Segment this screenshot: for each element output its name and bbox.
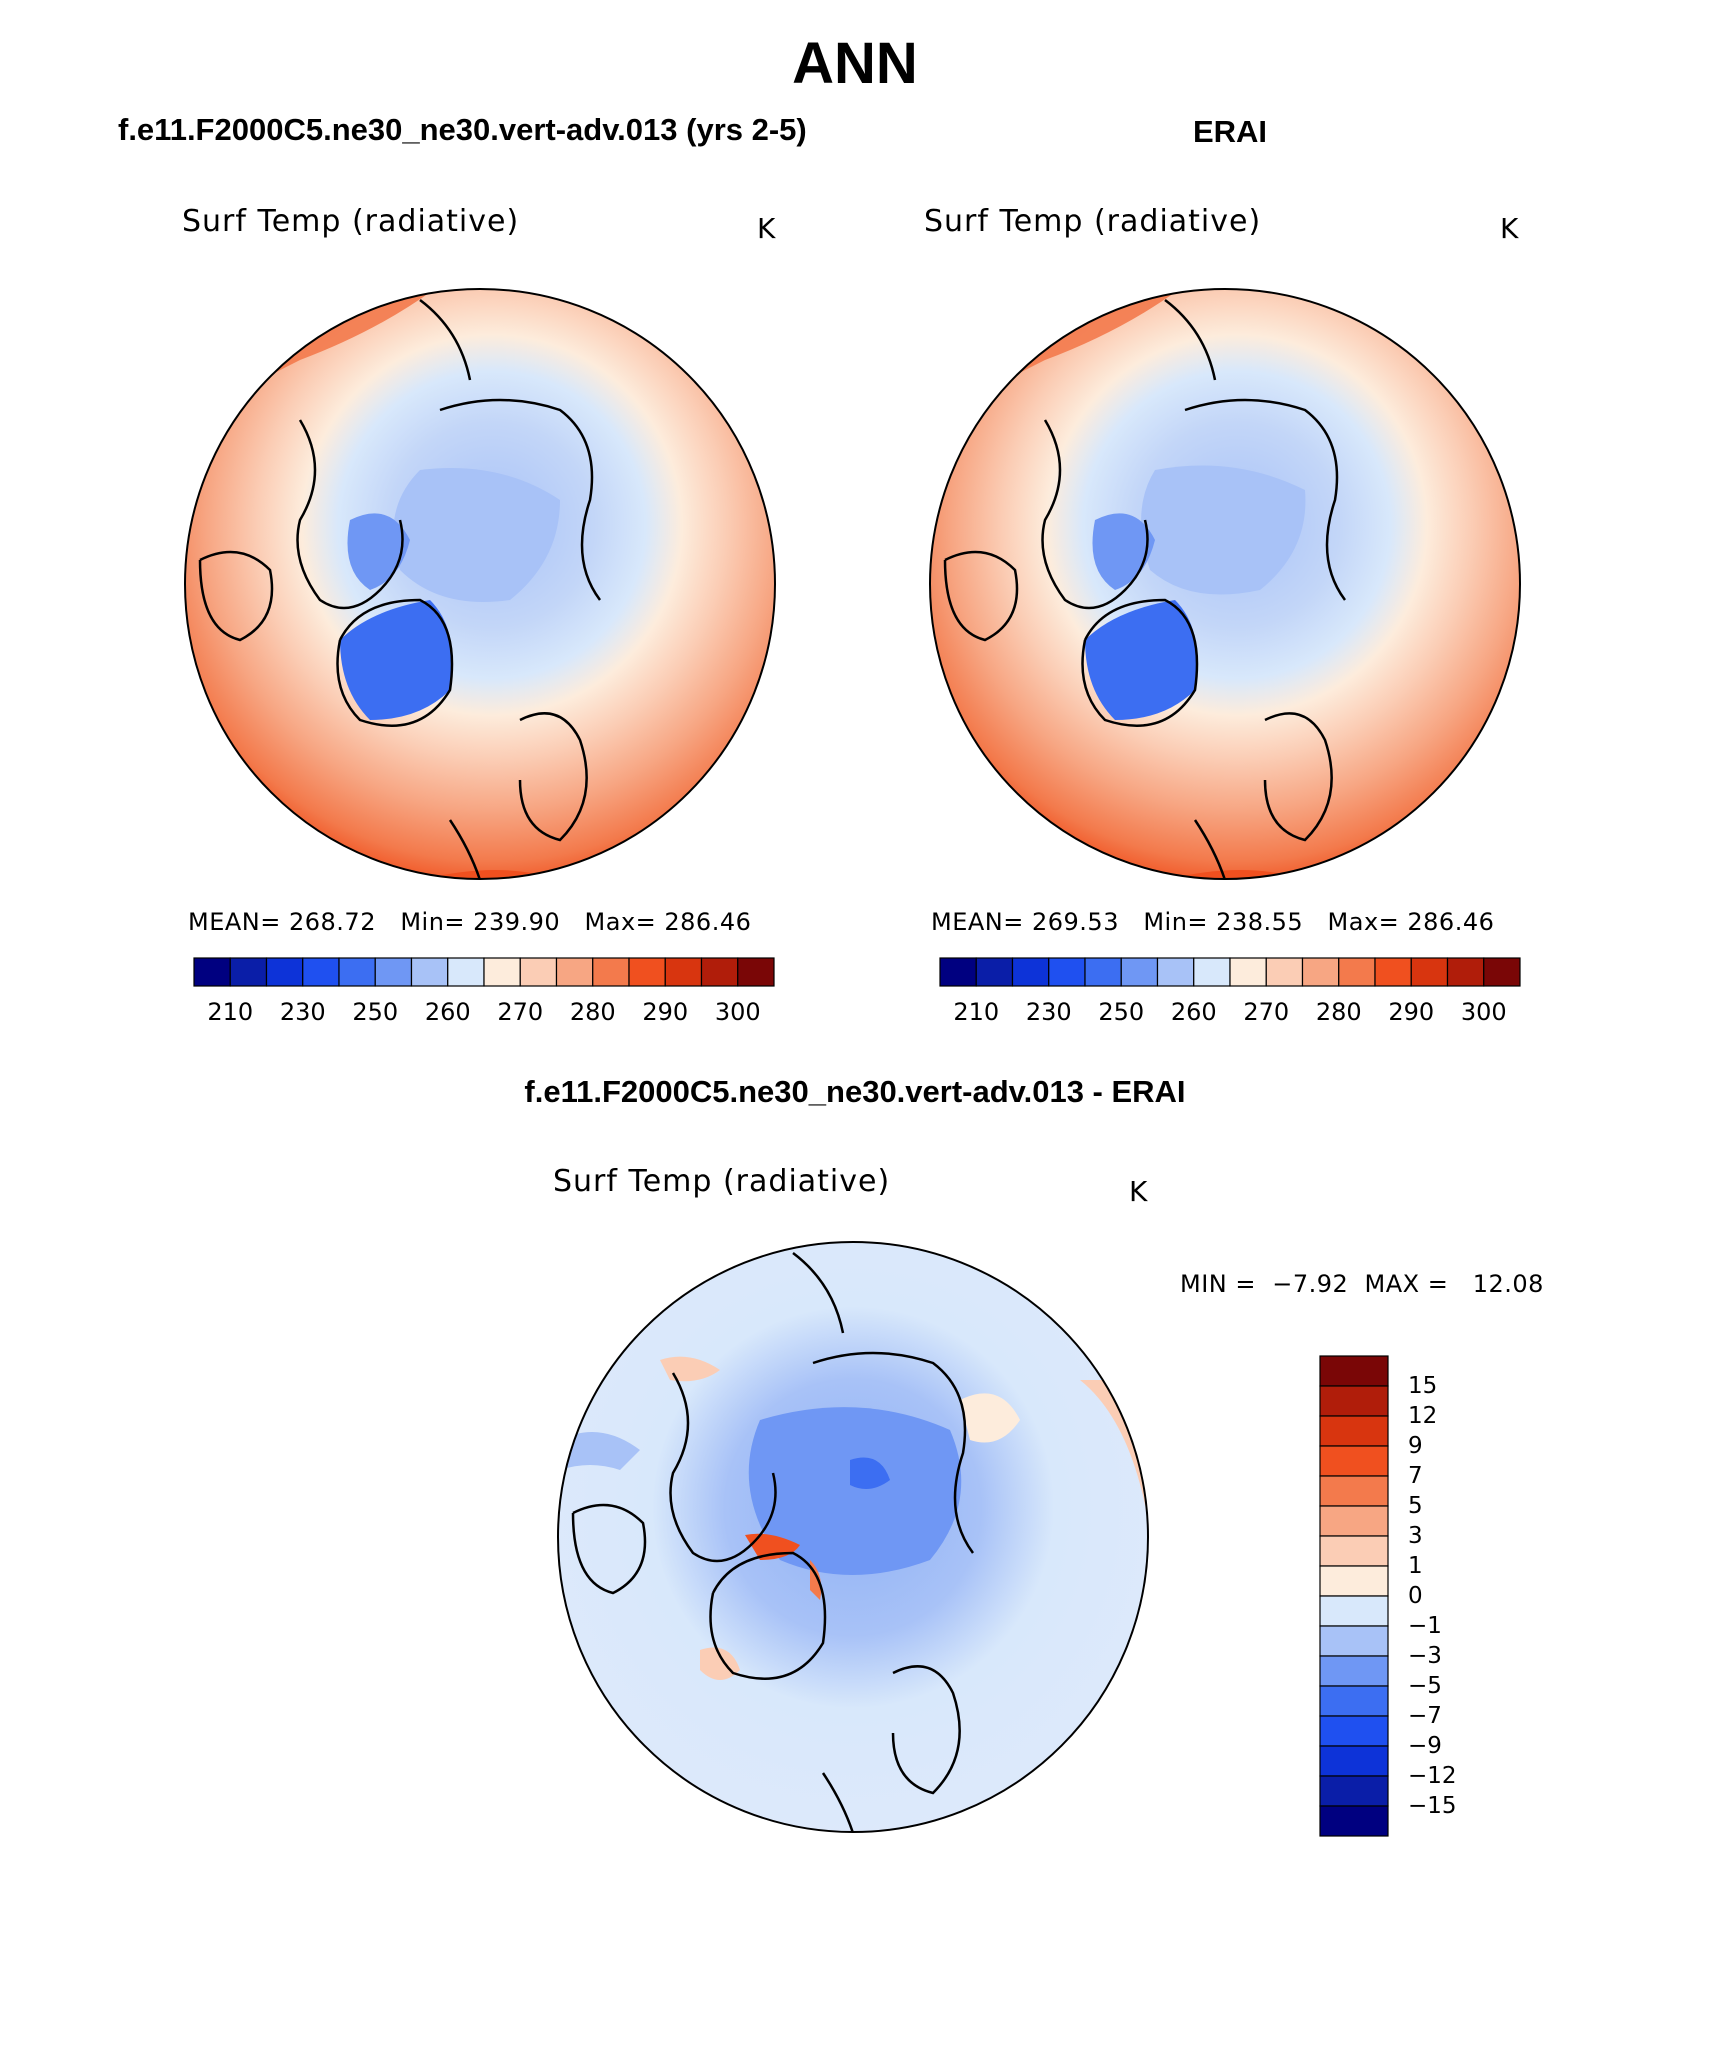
colorbar-difference-swatch: [1319, 1745, 1389, 1777]
colorbar-right-swatch: [1120, 957, 1159, 987]
map-model: [184, 288, 776, 880]
colorbar-difference-swatch: [1319, 1415, 1389, 1447]
colorbar-left-swatch: [519, 957, 558, 987]
colorbar-difference-swatch: [1319, 1535, 1389, 1567]
colorbar-difference-tick-label: 12: [1408, 1403, 1438, 1429]
colorbar-left-swatch: [410, 957, 449, 987]
colorbar-left-swatch: [302, 957, 340, 987]
variable-label-diff: Surf Temp (radiative): [553, 1164, 891, 1199]
colorbar-right-tick-label: 300: [1460, 998, 1507, 1026]
colorbar-difference-swatch: [1319, 1445, 1389, 1477]
colorbar-difference-swatch: [1319, 1805, 1389, 1837]
colorbar-left-swatch: [555, 957, 594, 987]
units-label-diff: K: [1129, 1175, 1148, 1208]
colorbar-right-swatch: [1301, 957, 1340, 987]
colorbar-right-swatch: [1011, 957, 1050, 987]
colorbar-difference-tick-label: 15: [1408, 1373, 1438, 1399]
variable-label-left: Surf Temp (radiative): [182, 204, 520, 239]
colorbar-difference: [1319, 1355, 1389, 1837]
colorbar-right-swatch: [1265, 957, 1304, 987]
colorbar-left-swatch: [374, 957, 413, 987]
colorbar-right-swatch: [1410, 957, 1449, 987]
colorbar-difference-swatch: [1319, 1505, 1389, 1537]
colorbar-difference-tick-label: −15: [1408, 1793, 1457, 1819]
colorbar-right-swatch: [939, 957, 977, 987]
colorbar-difference-tick-label: 0: [1408, 1583, 1423, 1609]
colorbar-left-tick-label: 300: [714, 998, 761, 1026]
colorbar-left-swatch: [447, 957, 485, 987]
colorbar-right-swatch: [1338, 957, 1376, 987]
colorbar-right-tick-label: 230: [1025, 998, 1072, 1026]
colorbar-right-tick-label: 250: [1098, 998, 1145, 1026]
colorbar-right-swatch: [1483, 957, 1521, 987]
colorbar-right-swatch: [1084, 957, 1122, 987]
colorbar-left-swatch: [628, 957, 666, 987]
colorbar-difference-swatch: [1319, 1475, 1389, 1507]
colorbar-difference-swatch: [1319, 1685, 1389, 1717]
colorbar-difference-tick-label: −3: [1408, 1643, 1442, 1669]
colorbar-left-swatch: [338, 957, 376, 987]
colorbar-right-swatch: [1446, 957, 1485, 987]
colorbar-left-swatch: [592, 957, 630, 987]
colorbar-right-swatch: [1156, 957, 1195, 987]
colorbar-right-swatch: [975, 957, 1014, 987]
colorbar-difference-tick-label: 7: [1408, 1463, 1423, 1489]
colorbar-left-swatch: [265, 957, 304, 987]
colorbar-left-tick-label: 210: [207, 998, 254, 1026]
colorbar-left-swatch: [664, 957, 703, 987]
colorbar-difference-tick-label: 3: [1408, 1523, 1423, 1549]
colorbar-right-swatch: [1048, 957, 1086, 987]
colorbar-difference-swatch: [1319, 1355, 1389, 1387]
colorbar-left-swatch: [229, 957, 268, 987]
colorbar-difference-tick-label: 5: [1408, 1493, 1423, 1519]
variable-label-right: Surf Temp (radiative): [924, 204, 1262, 239]
colorbar-right-tick-label: 280: [1315, 998, 1362, 1026]
colorbar-difference-tick-label: −9: [1408, 1733, 1442, 1759]
colorbar-left: [193, 957, 775, 987]
colorbar-difference-swatch: [1319, 1625, 1389, 1657]
stats-right: MEAN= 269.53 Min= 238.55 Max= 286.46: [931, 908, 1495, 936]
colorbar-difference-swatch: [1319, 1775, 1389, 1807]
colorbar-left-tick-label: 230: [279, 998, 326, 1026]
case-title-left: f.e11.F2000C5.ne30_ne30.vert-adv.013 (yr…: [118, 112, 807, 147]
colorbar-right-tick-label: 290: [1388, 998, 1435, 1026]
difference-title: f.e11.F2000C5.ne30_ne30.vert-adv.013 - E…: [524, 1074, 1186, 1109]
colorbar-left-tick-label: 280: [569, 998, 616, 1026]
colorbar-difference-tick-label: −12: [1408, 1763, 1457, 1789]
colorbar-right-tick-label: 210: [953, 998, 1000, 1026]
main-title: ANN: [792, 31, 918, 96]
colorbar-right-tick-label: 260: [1170, 998, 1217, 1026]
units-label-left: K: [757, 212, 776, 245]
colorbar-difference-tick-label: 1: [1408, 1553, 1423, 1579]
colorbar-difference-tick-label: −7: [1408, 1703, 1442, 1729]
colorbar-difference-swatch: [1319, 1595, 1389, 1627]
colorbar-difference-swatch: [1319, 1655, 1389, 1687]
colorbar-right-swatch: [1374, 957, 1412, 987]
colorbar-left-swatch: [193, 957, 231, 987]
minmax-diff: MIN = −7.92 MAX = 12.08: [1180, 1270, 1544, 1298]
colorbar-difference-tick-label: 9: [1408, 1433, 1423, 1459]
colorbar-right-swatch: [1193, 957, 1231, 987]
map-difference: [557, 1241, 1149, 1833]
colorbar-difference-swatch: [1319, 1385, 1389, 1417]
colorbar-left-tick-label: 260: [424, 998, 471, 1026]
colorbar-left-tick-label: 290: [642, 998, 689, 1026]
stats-left: MEAN= 268.72 Min= 239.90 Max= 286.46: [188, 908, 752, 936]
colorbar-difference-tick-label: −5: [1408, 1673, 1442, 1699]
colorbar-left-swatch: [483, 957, 521, 987]
colorbar-left-tick-label: 250: [352, 998, 399, 1026]
map-erai: [929, 288, 1521, 880]
colorbar-right: [939, 957, 1521, 987]
colorbar-left-swatch: [737, 957, 775, 987]
colorbar-left-swatch: [700, 957, 739, 987]
units-label-right: K: [1500, 212, 1519, 245]
colorbar-difference-swatch: [1319, 1565, 1389, 1597]
colorbar-difference-swatch: [1319, 1715, 1389, 1747]
colorbar-difference-tick-label: −1: [1408, 1613, 1442, 1639]
case-title-right: ERAI: [1192, 114, 1268, 149]
colorbar-right-tick-label: 270: [1243, 998, 1290, 1026]
colorbar-left-tick-label: 270: [497, 998, 544, 1026]
colorbar-right-swatch: [1229, 957, 1267, 987]
